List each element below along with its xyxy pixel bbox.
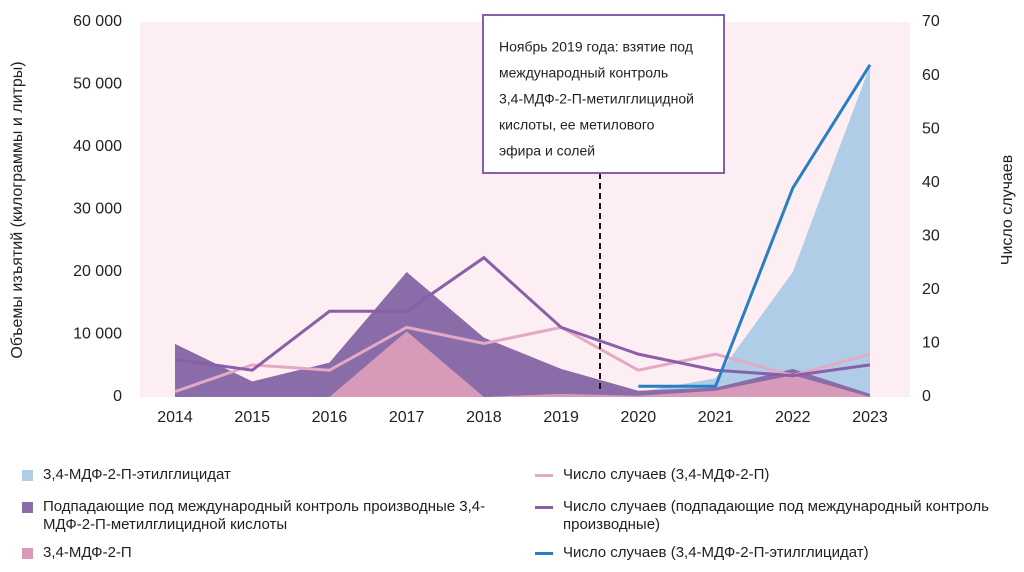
y2-axis-title: Число случаев <box>999 155 1016 265</box>
y-tick-label: 10 000 <box>73 326 122 343</box>
annotation-box <box>482 14 725 174</box>
x-tick-label: 2015 <box>234 409 270 426</box>
legend-label: Число случаев (3,4-МДФ-2-П) <box>563 466 770 483</box>
y-tick-label: 40 000 <box>73 138 122 155</box>
y-tick-label: 50 000 <box>73 76 122 93</box>
area <box>175 65 870 397</box>
legend-swatch <box>535 474 553 477</box>
x-tick-label: 2023 <box>852 409 888 426</box>
annotation-text: кислоты, ее метилового <box>499 117 655 133</box>
x-tick-label: 2022 <box>775 409 811 426</box>
annotation-text: международный контроль <box>499 65 668 81</box>
legend-item: Число случаев (подпадающие под междунаро… <box>535 498 1013 534</box>
y-axis-title: Объемы изъятий (килограммы и литры) <box>9 61 26 358</box>
x-tick-label: 2020 <box>621 409 657 426</box>
y2-tick-label: 20 <box>922 281 940 298</box>
y-tick-label: 30 000 <box>73 201 122 218</box>
area <box>175 331 870 397</box>
legend-swatch <box>22 470 33 481</box>
legend-label: 3,4-МДФ-2-П <box>43 544 132 561</box>
x-tick-label: 2019 <box>543 409 579 426</box>
x-tick-label: 2018 <box>466 409 502 426</box>
annotation-text: 3,4-МДФ-2-П-метилглицидной <box>499 91 694 107</box>
legend-item: Подпадающие под международный контроль п… <box>22 498 503 534</box>
legend-label: Подпадающие под международный контроль п… <box>43 498 486 533</box>
legend-item: 3,4-МДФ-2-П-этилглицидат <box>22 466 503 484</box>
legend-label: Число случаев (3,4-МДФ-2-П-этилглицидат) <box>563 544 869 561</box>
annotation-text: эфира и солей <box>499 143 595 159</box>
y2-tick-label: 50 <box>922 120 940 137</box>
y2-tick-label: 40 <box>922 174 940 191</box>
legend-label: 3,4-МДФ-2-П-этилглицидат <box>43 466 231 483</box>
legend-item: Число случаев (3,4-МДФ-2-П) <box>535 466 1024 484</box>
y2-tick-label: 0 <box>922 388 931 405</box>
legend-swatch <box>22 502 33 513</box>
legend-swatch <box>535 506 553 509</box>
line <box>638 64 872 388</box>
y2-tick-label: 10 <box>922 335 940 352</box>
legend-label: Число случаев (подпадающие под междунаро… <box>563 498 989 533</box>
y2-tick-label: 60 <box>922 67 940 84</box>
line <box>174 325 871 394</box>
y2-tick-label: 30 <box>922 228 940 245</box>
x-tick-label: 2021 <box>698 409 734 426</box>
line <box>174 255 871 378</box>
y-tick-label: 0 <box>113 388 122 405</box>
x-tick-label: 2014 <box>157 409 193 426</box>
y-tick-label: 20 000 <box>73 263 122 280</box>
y2-tick-label: 70 <box>922 13 940 30</box>
x-tick-label: 2017 <box>389 409 425 426</box>
legend-item: Число случаев (3,4-МДФ-2-П-этилглицидат) <box>535 544 1024 562</box>
legend-swatch <box>22 548 33 559</box>
x-tick-label: 2016 <box>312 409 348 426</box>
legend-item: 3,4-МДФ-2-П <box>22 544 503 562</box>
annotation-text: Ноябрь 2019 года: взятие под <box>499 39 693 55</box>
y-tick-label: 60 000 <box>73 13 122 30</box>
area <box>175 272 870 397</box>
legend-swatch <box>535 552 553 555</box>
